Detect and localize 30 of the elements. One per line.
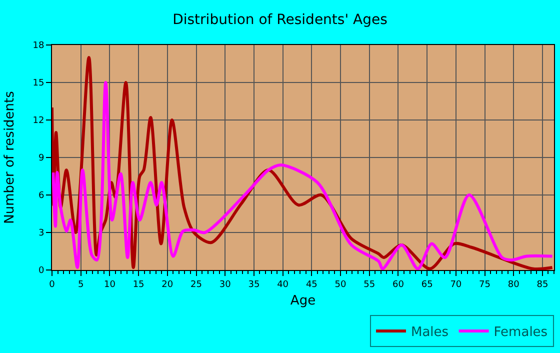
x-tick-label: 0: [49, 280, 56, 290]
x-axis-title: Age: [290, 293, 316, 308]
x-tick-label: 75: [479, 280, 490, 290]
x-tick-label: 60: [392, 280, 404, 290]
x-tick-label: 30: [219, 280, 232, 290]
x-tick-label: 35: [248, 280, 260, 290]
x-tick-label: 65: [421, 280, 433, 290]
x-tick-label: 50: [334, 280, 347, 290]
y-tick-label: 3: [38, 228, 44, 239]
x-tick-label: 45: [306, 280, 318, 290]
y-tick-label: 6: [38, 191, 44, 202]
y-axis-title: Number of residents: [2, 90, 18, 224]
y-tick-label: 15: [32, 78, 44, 89]
x-tick-label: 40: [277, 280, 289, 290]
y-tick-label: 12: [32, 116, 44, 126]
x-tick-label: 85: [536, 280, 548, 290]
x-tick-label: 5: [78, 280, 84, 290]
chart-title: Distribution of Residents' Ages: [172, 12, 388, 28]
x-tick-label: 80: [508, 280, 520, 290]
x-tick-label: 10: [104, 280, 116, 290]
y-tick-label: 9: [38, 154, 44, 164]
x-tick-label: 25: [190, 280, 202, 290]
x-tick-label: 70: [450, 280, 462, 290]
x-tick-label: 15: [132, 280, 144, 290]
y-tick-label: 18: [32, 41, 44, 52]
legend-label: Males: [411, 325, 449, 340]
legend-label: Females: [494, 325, 548, 340]
x-tick-label: 20: [162, 280, 174, 290]
y-tick-label: 0: [38, 266, 44, 276]
x-tick-label: 55: [364, 280, 376, 290]
